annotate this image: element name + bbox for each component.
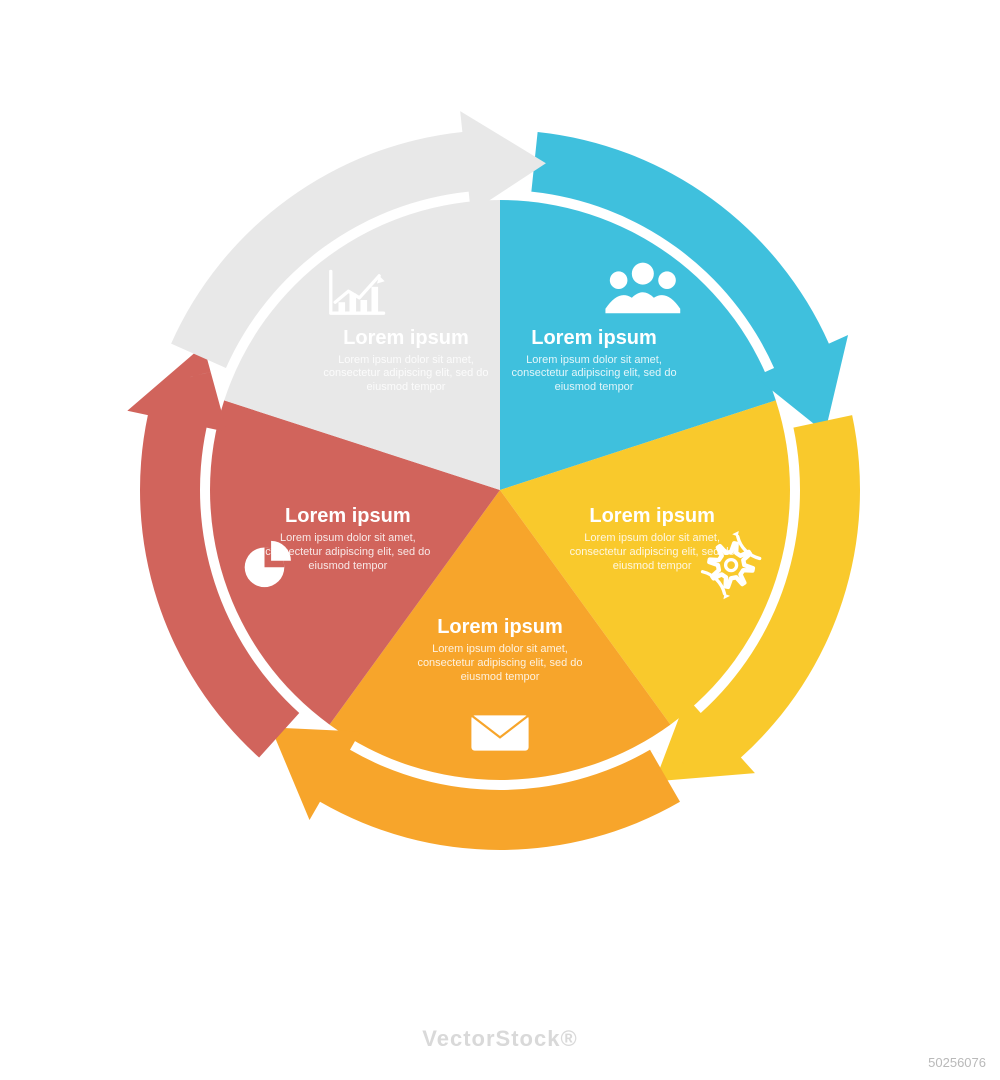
infographic-stage: Lorem ipsumLorem ipsum dolor sit amet, c… (0, 0, 1000, 1080)
mail-icon (471, 715, 528, 750)
circular-infographic (0, 0, 1000, 1080)
